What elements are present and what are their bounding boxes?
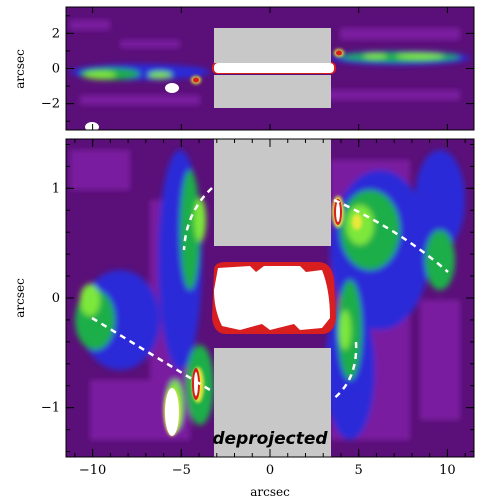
bottom-x-tick-label: 0 [266, 463, 274, 478]
dashed-curve-right [333, 198, 449, 273]
top-y-tick-label: −2 [41, 97, 60, 112]
top-peak-blob [85, 122, 99, 130]
top-y-tick-label: 2 [52, 26, 60, 41]
deprojected-annotation: deprojected [212, 429, 328, 449]
dashed-curve-lower-right [331, 341, 358, 401]
top-center-emission [214, 63, 334, 73]
bottom-mask-upper [214, 139, 331, 246]
bottom-x-tick-label: −5 [172, 463, 191, 478]
bottom-panel-contours [70, 150, 465, 440]
top-panel-contours [70, 20, 470, 130]
bottom-y-tick-label: 1 [52, 181, 60, 196]
top-y-axis-label: arcsec [13, 49, 27, 89]
bottom-y-ticks: 1 0 −1 [41, 143, 474, 453]
top-panel: 2 0 −2 arcsec [13, 6, 475, 131]
deprojection-curves [91, 187, 449, 401]
top-y-tick-label: 0 [52, 62, 60, 77]
bottom-x-tick-label: 5 [355, 463, 363, 478]
dashed-curve-upper-left [182, 187, 213, 251]
bottom-y-tick-label: −1 [41, 401, 60, 416]
dashed-curve-left [91, 316, 211, 392]
bottom-peak-blob [165, 388, 179, 436]
bottom-center-emission [214, 266, 330, 330]
bottom-y-axis-label: arcsec [13, 278, 27, 318]
bottom-y-tick-label: 0 [52, 291, 60, 306]
bottom-x-tick-label: −10 [79, 463, 106, 478]
bottom-panel: deprojected 10−1 −10 −5 0 5 10 arcsec arcsec [13, 138, 475, 499]
bottom-x-axis-label: arcsec [250, 485, 290, 499]
bottom-x-tick-label: 10 [439, 463, 456, 478]
top-mask-lower [214, 75, 331, 108]
top-mask-upper [214, 28, 331, 63]
bottom-x-ticks: −10 −5 0 5 10 [74, 139, 466, 478]
top-peak-blob [165, 83, 179, 93]
top-y-ticks: 2 0 −2 [41, 15, 474, 122]
top-x-ticks [92, 7, 448, 130]
bottom-mask-lower [214, 348, 331, 457]
